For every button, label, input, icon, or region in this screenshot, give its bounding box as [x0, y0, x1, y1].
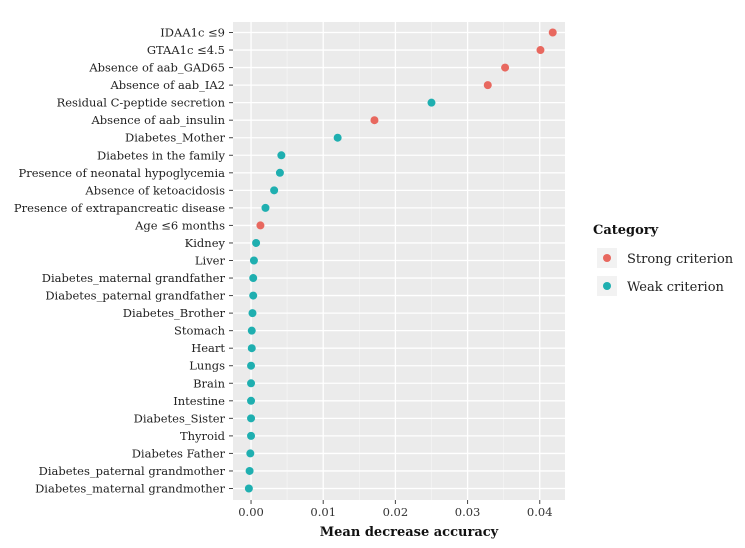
- data-point: [247, 361, 256, 370]
- data-point: [244, 484, 253, 493]
- y-tick-label: Presence of neonatal hypoglycemia: [18, 166, 225, 180]
- y-tick-label: Absence of aab_insulin: [91, 113, 226, 127]
- data-point: [548, 28, 557, 37]
- data-point: [333, 133, 342, 142]
- y-tick-label: Absence of aab_IA2: [109, 78, 225, 92]
- data-point: [245, 466, 254, 475]
- legend-marker: [603, 282, 611, 290]
- y-tick-label: Kidney: [185, 236, 226, 250]
- data-point: [249, 256, 258, 265]
- x-axis-title: Mean decrease accuracy: [320, 525, 499, 540]
- data-point: [252, 238, 261, 247]
- y-tick-label: Brain: [193, 376, 225, 390]
- data-point: [247, 326, 256, 335]
- y-tick-label: GTAA1c ≤4.5: [147, 43, 225, 57]
- y-tick-label: IDAA1c ≤9: [160, 26, 225, 40]
- y-tick-label: Diabetes_Mother: [125, 131, 226, 145]
- x-tick-label: 0.01: [310, 505, 336, 519]
- y-tick-label: Presence of extrapancreatic disease: [14, 201, 225, 215]
- data-point: [483, 81, 492, 90]
- x-tick-label: 0.00: [238, 505, 264, 519]
- y-tick-label: Diabetes_paternal grandfather: [45, 289, 225, 303]
- y-tick-label: Residual C-peptide secretion: [57, 96, 226, 110]
- legend-title: Category: [593, 223, 659, 238]
- y-tick-label: Absence of aab_GAD65: [88, 61, 225, 75]
- y-axis-ticks: [229, 32, 233, 489]
- data-point: [536, 46, 545, 55]
- legend: Category Strong criterion Weak criterion: [593, 223, 734, 296]
- data-point: [427, 98, 436, 107]
- y-tick-label: Diabetes_maternal grandfather: [42, 271, 226, 285]
- x-tick-label: 0.03: [455, 505, 481, 519]
- legend-label: Weak criterion: [627, 280, 725, 295]
- data-point: [247, 344, 256, 353]
- y-tick-label: Age ≤6 months: [134, 218, 225, 232]
- y-tick-label: Diabetes in the family: [97, 148, 226, 162]
- data-point: [270, 186, 279, 195]
- data-point: [246, 449, 255, 458]
- x-tick-label: 0.04: [527, 505, 553, 519]
- data-point: [249, 291, 258, 300]
- data-point: [275, 168, 284, 177]
- data-point: [370, 116, 379, 125]
- y-tick-label: Diabetes_maternal grandmother: [35, 482, 225, 496]
- data-point: [248, 309, 257, 318]
- data-point: [247, 396, 256, 405]
- y-tick-label: Intestine: [173, 394, 225, 408]
- data-points: [244, 28, 557, 493]
- y-tick-label: Diabetes_paternal grandmother: [39, 464, 226, 478]
- y-axis-labels: IDAA1c ≤9 GTAA1c ≤4.5 Absence of aab_GAD65…: [14, 26, 226, 496]
- data-point: [256, 221, 265, 230]
- legend-label: Strong criterion: [627, 252, 734, 267]
- y-tick-label: Lungs: [189, 359, 225, 373]
- legend-marker: [603, 254, 611, 262]
- y-tick-label: Heart: [191, 341, 225, 355]
- y-tick-label: Absence of ketoacidosis: [84, 183, 225, 197]
- y-tick-label: Diabetes_Brother: [123, 306, 226, 320]
- data-point: [501, 63, 510, 72]
- y-tick-label: Stomach: [174, 324, 226, 338]
- data-point: [261, 203, 270, 212]
- data-point: [247, 414, 256, 423]
- data-point: [247, 431, 256, 440]
- y-tick-label: Diabetes Father: [132, 446, 226, 460]
- x-tick-label: 0.02: [383, 505, 409, 519]
- y-tick-label: Liver: [195, 254, 226, 268]
- y-tick-label: Thyroid: [180, 429, 226, 443]
- x-axis-ticks: 0.00 0.01 0.02 0.03 0.04: [238, 500, 553, 519]
- data-point: [249, 274, 258, 283]
- data-point: [277, 151, 286, 160]
- y-tick-label: Diabetes_Sister: [134, 411, 226, 425]
- data-point: [247, 379, 256, 388]
